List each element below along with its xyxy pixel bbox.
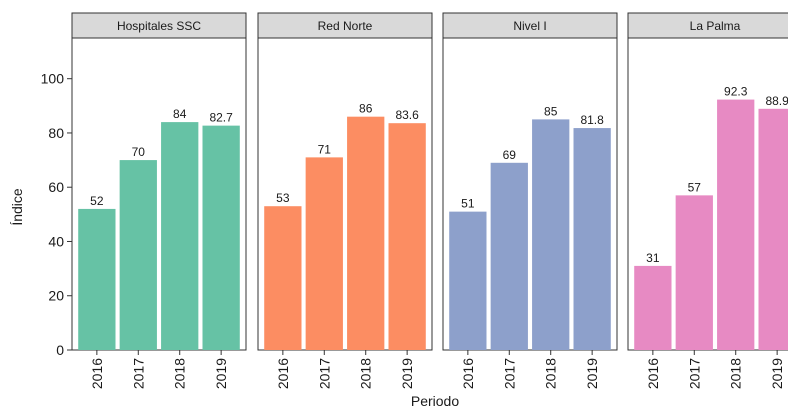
bar bbox=[78, 208, 116, 350]
facet-panel: La Palma 31 2016 57 2017 92.3 2018 88.9 2019 bbox=[627, 12, 788, 389]
bar bbox=[532, 119, 570, 351]
facet-strip bbox=[442, 12, 618, 39]
x-tick-label: 2016 bbox=[645, 358, 661, 389]
bar-value-label: 92.3 bbox=[724, 85, 748, 99]
bar bbox=[161, 122, 199, 351]
x-tick-label: 2016 bbox=[89, 358, 105, 389]
y-tick-label: 60 bbox=[48, 179, 64, 195]
facet-panel: Hospitales SSC 52 2016 70 2017 84 2018 82.7 2019 bbox=[71, 12, 247, 389]
bar-value-label: 53 bbox=[276, 191, 290, 205]
x-tick-label: 2017 bbox=[686, 358, 702, 389]
bar bbox=[388, 123, 426, 350]
bar-value-label: 85 bbox=[544, 104, 558, 118]
y-axis: 0 20 40 60 80 100 bbox=[41, 71, 72, 358]
bar bbox=[758, 108, 788, 351]
x-tick-label: 2017 bbox=[130, 358, 146, 389]
bar bbox=[717, 99, 755, 350]
bar-value-label: 81.8 bbox=[580, 113, 604, 127]
bar-value-label: 71 bbox=[318, 142, 332, 156]
x-tick-label: 2018 bbox=[543, 358, 559, 389]
facet-panels: Hospitales SSC 52 2016 70 2017 84 2018 82.7 2019… bbox=[71, 12, 788, 389]
facet-strip bbox=[627, 12, 788, 39]
x-tick-label: 2019 bbox=[399, 358, 415, 389]
bar bbox=[202, 125, 240, 350]
facet-panel: Nivel I 51 2016 69 2017 85 2018 81.8 2019 bbox=[442, 12, 618, 389]
x-tick-label: 2019 bbox=[213, 358, 229, 389]
bar bbox=[573, 128, 611, 350]
bar bbox=[119, 160, 157, 350]
bar-value-label: 57 bbox=[688, 180, 702, 194]
x-tick-label: 2019 bbox=[584, 358, 600, 389]
bar-value-label: 83.6 bbox=[395, 108, 419, 122]
y-axis-title: Índice bbox=[9, 188, 25, 226]
bar-value-label: 51 bbox=[461, 197, 475, 211]
x-tick-label: 2016 bbox=[275, 358, 291, 389]
facet-strip-label: Hospitales SSC bbox=[117, 19, 201, 33]
x-tick-label: 2018 bbox=[358, 358, 374, 389]
bar-value-label: 84 bbox=[173, 107, 187, 121]
bar-value-label: 70 bbox=[132, 145, 146, 159]
bar-value-label: 69 bbox=[503, 148, 517, 162]
facet-panel: Red Norte 53 2016 71 2017 86 2018 83.6 2019 bbox=[257, 12, 433, 389]
x-tick-label: 2019 bbox=[769, 358, 785, 389]
y-tick-label: 40 bbox=[48, 233, 64, 249]
x-axis-title: Periodo bbox=[411, 393, 459, 406]
facet-strip-label: Nivel I bbox=[513, 19, 546, 33]
y-tick-label: 80 bbox=[48, 125, 64, 141]
bar bbox=[675, 195, 713, 350]
bar bbox=[347, 116, 385, 351]
bar bbox=[305, 157, 343, 350]
facet-strip-label: La Palma bbox=[690, 19, 741, 33]
bar-value-label: 82.7 bbox=[209, 111, 233, 125]
bar-value-label: 52 bbox=[90, 194, 104, 208]
bar bbox=[264, 206, 302, 350]
bar-value-label: 31 bbox=[646, 251, 660, 265]
facet-strip-label: Red Norte bbox=[318, 19, 373, 33]
y-tick-label: 0 bbox=[56, 342, 64, 358]
x-tick-label: 2018 bbox=[728, 358, 744, 389]
bar-value-label: 86 bbox=[359, 102, 373, 116]
bar bbox=[490, 162, 528, 350]
bar-value-label: 88.9 bbox=[765, 94, 788, 108]
x-tick-label: 2018 bbox=[172, 358, 188, 389]
x-tick-label: 2016 bbox=[460, 358, 476, 389]
x-tick-label: 2017 bbox=[501, 358, 517, 389]
x-tick-label: 2017 bbox=[316, 358, 332, 389]
bar bbox=[449, 211, 487, 350]
y-tick-label: 20 bbox=[48, 288, 64, 304]
bar bbox=[634, 265, 672, 350]
y-tick-label: 100 bbox=[41, 71, 65, 87]
